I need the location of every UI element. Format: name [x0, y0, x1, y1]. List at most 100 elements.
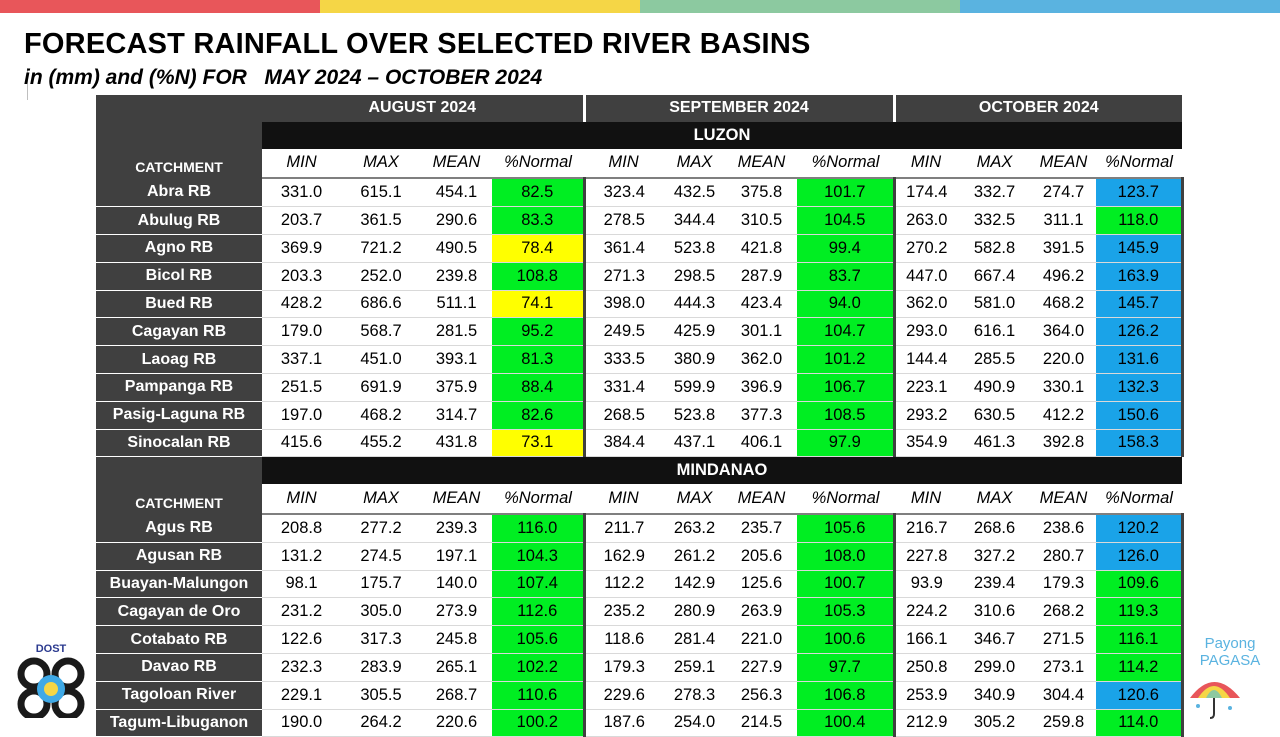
- rainfall-value-cell: 197.0: [262, 401, 341, 430]
- rainfall-value-cell: 229.1: [262, 681, 341, 710]
- rainfall-value-cell: 98.1: [262, 570, 341, 599]
- rainfall-value-cell: 263.2: [663, 513, 726, 543]
- rainfall-value-cell: 265.1: [421, 653, 492, 682]
- rainfall-value-cell: 278.5: [582, 206, 663, 235]
- rainfall-value-cell: 125.6: [726, 570, 797, 599]
- rainfall-value-cell: 278.3: [663, 681, 726, 710]
- rainfall-value-cell: 268.5: [582, 401, 663, 430]
- region-header: MINDANAO: [262, 456, 1182, 485]
- percent-normal-cell: 104.3: [492, 542, 586, 571]
- rainfall-value-cell: 190.0: [262, 709, 341, 737]
- table-row: Buayan-Malungon 98.1 175.7 140.0 107.4 112.2 1…: [96, 570, 1184, 599]
- rainfall-value-cell: 331.4: [582, 373, 663, 402]
- percent-normal-cell: 82.5: [492, 178, 586, 208]
- rainfall-value-cell: 630.5: [958, 401, 1031, 430]
- column-header: MEAN: [421, 148, 492, 180]
- rainfall-value-cell: 144.4: [892, 345, 958, 374]
- rainfall-value-cell: 346.7: [958, 625, 1031, 654]
- month-header: SEPTEMBER 2024: [582, 95, 894, 122]
- rainfall-forecast-table: AUGUST 2024 SEPTEMBER 2024 OCTOBER 2024 LUZ…: [96, 95, 1184, 737]
- rainfall-value-cell: 415.6: [262, 429, 341, 458]
- percent-normal-cell: 109.6: [1096, 570, 1184, 599]
- percent-normal-cell: 150.6: [1096, 401, 1184, 430]
- table-row: Pasig-Laguna RB 197.0 468.2 314.7 82.6 268.5 5…: [96, 401, 1184, 430]
- rainfall-value-cell: 287.9: [726, 262, 797, 291]
- percent-normal-cell: 83.7: [797, 262, 896, 291]
- column-header: MEAN: [726, 484, 797, 515]
- rainfall-value-cell: 285.5: [958, 345, 1031, 374]
- rainfall-value-cell: 250.8: [892, 653, 958, 682]
- column-header: MEAN: [726, 148, 797, 180]
- rainfall-value-cell: 254.0: [663, 709, 726, 737]
- rainfall-value-cell: 332.7: [958, 178, 1031, 208]
- column-header: MEAN: [1031, 484, 1096, 515]
- table-row: Agno RB 369.9 721.2 490.5 78.4 361.4 523.8 421.…: [96, 234, 1184, 263]
- rainfall-value-cell: 667.4: [958, 262, 1031, 291]
- rainfall-value-cell: 140.0: [421, 570, 492, 599]
- column-header: MIN: [584, 148, 663, 180]
- rainfall-value-cell: 447.0: [892, 262, 958, 291]
- rainfall-value-cell: 187.6: [582, 709, 663, 737]
- rainfall-value-cell: 293.2: [892, 401, 958, 430]
- catchment-name: Bicol RB: [96, 262, 262, 291]
- rainfall-value-cell: 582.8: [958, 234, 1031, 263]
- rainfall-value-cell: 293.0: [892, 317, 958, 347]
- rainfall-value-cell: 305.0: [341, 597, 421, 627]
- catchment-name: Tagum-Libuganon: [96, 709, 262, 737]
- rainfall-value-cell: 396.9: [726, 373, 797, 402]
- month-header: AUGUST 2024: [262, 95, 584, 122]
- percent-normal-cell: 99.4: [797, 234, 896, 263]
- catchment-header-blank: [96, 121, 262, 149]
- percent-normal-cell: 132.3: [1096, 373, 1184, 402]
- rainfall-value-cell: 305.5: [341, 681, 421, 710]
- rainfall-value-cell: 290.6: [421, 206, 492, 235]
- rainfall-value-cell: 461.3: [958, 429, 1031, 458]
- rainfall-value-cell: 721.2: [341, 234, 421, 263]
- table-row: Tagum-Libuganon 190.0 264.2 220.6 100.2 187.6…: [96, 709, 1184, 737]
- percent-normal-cell: 97.9: [797, 429, 896, 458]
- rainfall-value-cell: 232.3: [262, 653, 341, 682]
- percent-normal-cell: 73.1: [492, 429, 586, 458]
- top-bar-yellow: [320, 0, 640, 13]
- rainfall-value-cell: 162.9: [582, 542, 663, 571]
- rainfall-value-cell: 421.8: [726, 234, 797, 263]
- percent-normal-cell: 116.1: [1096, 625, 1184, 654]
- rainfall-value-cell: 299.0: [958, 653, 1031, 682]
- column-header: %Normal: [1096, 484, 1182, 515]
- percent-normal-cell: 106.8: [797, 681, 896, 710]
- catchment-name: Bued RB: [96, 290, 262, 319]
- rainfall-value-cell: 256.3: [726, 681, 797, 710]
- rainfall-value-cell: 432.5: [663, 178, 726, 208]
- rainfall-value-cell: 340.9: [958, 681, 1031, 710]
- rainfall-value-cell: 304.4: [1031, 681, 1096, 710]
- rainfall-value-cell: 220.0: [1031, 345, 1096, 374]
- table-row: Cagayan de Oro 231.2 305.0 273.9 112.6 235.2 2…: [96, 597, 1184, 627]
- percent-normal-cell: 106.7: [797, 373, 896, 402]
- percent-normal-cell: 104.5: [797, 206, 896, 235]
- column-header-row: CATCHMENT MIN MAX MEAN %Normal MIN MAX MEAN %Nor…: [96, 148, 1182, 180]
- catchment-name: Buayan-Malungon: [96, 570, 262, 599]
- percent-normal-cell: 163.9: [1096, 262, 1184, 291]
- rainfall-value-cell: 229.6: [582, 681, 663, 710]
- column-header: MAX: [341, 148, 421, 180]
- rainfall-value-cell: 142.9: [663, 570, 726, 599]
- rainfall-value-cell: 166.1: [892, 625, 958, 654]
- rainfall-value-cell: 468.2: [341, 401, 421, 430]
- rainfall-value-cell: 331.0: [262, 178, 341, 208]
- region-header-row: LUZON: [96, 121, 1182, 149]
- catchment-name: Laoag RB: [96, 345, 262, 374]
- rainfall-value-cell: 263.0: [892, 206, 958, 235]
- rainfall-value-cell: 235.7: [726, 513, 797, 543]
- percent-normal-cell: 105.6: [492, 625, 586, 654]
- catchment-name: Tagoloan River: [96, 681, 262, 710]
- rainfall-value-cell: 323.4: [582, 178, 663, 208]
- percent-normal-cell: 114.0: [1096, 709, 1184, 737]
- rainfall-value-cell: 437.1: [663, 429, 726, 458]
- percent-normal-cell: 114.2: [1096, 653, 1184, 682]
- rainfall-value-cell: 375.8: [726, 178, 797, 208]
- rainfall-value-cell: 223.1: [892, 373, 958, 402]
- rainfall-value-cell: 490.9: [958, 373, 1031, 402]
- rainfall-value-cell: 425.9: [663, 317, 726, 347]
- umbrella-logo-icon: [1190, 682, 1240, 719]
- payong-text: Payong: [1205, 635, 1256, 652]
